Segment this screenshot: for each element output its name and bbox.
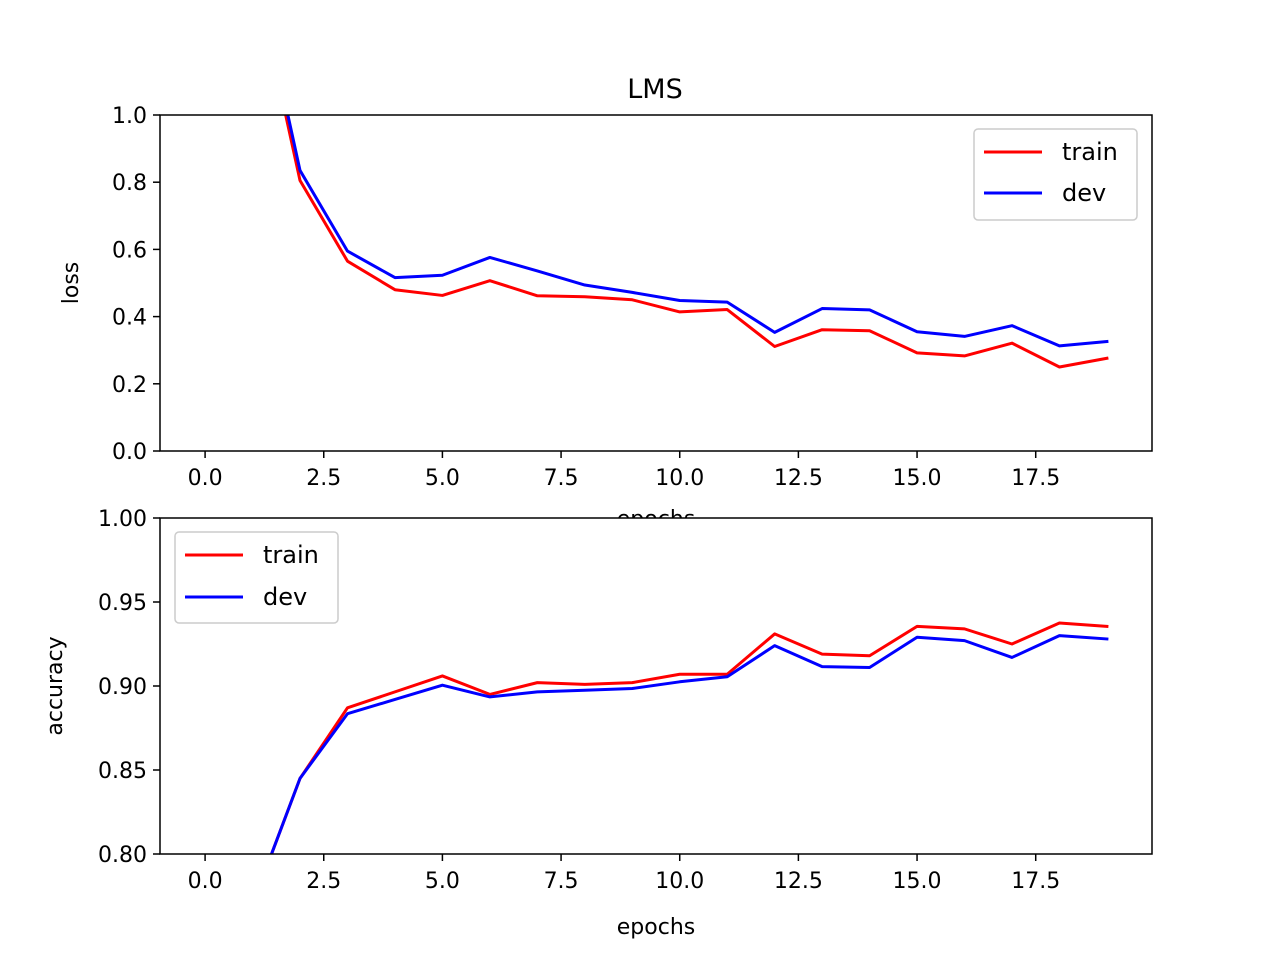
accuracy-x-tick-label: 17.5 <box>1011 869 1060 894</box>
loss-y-tick-label: 0.2 <box>112 373 147 398</box>
loss-series-line-train <box>284 115 1109 369</box>
accuracy-x-tick-label: 10.0 <box>655 869 704 894</box>
loss-x-tick-label: 2.5 <box>306 466 341 491</box>
loss-y-tick-label: 0.6 <box>112 238 147 263</box>
accuracy-x-tick-label: 0.0 <box>188 869 223 894</box>
accuracy-y-tick-label: 1.00 <box>98 507 147 532</box>
accuracy-y-tick-label: 0.85 <box>98 759 147 784</box>
loss-chart-title: LMS <box>627 74 682 105</box>
accuracy-series-line-train <box>269 621 1109 854</box>
accuracy-legend: train dev <box>174 531 339 624</box>
accuracy-x-axis: 0.0 2.5 5.0 7.5 10.0 12.5 15.0 17.5 <box>188 854 1060 894</box>
loss-y-axis: 0.0 0.2 0.4 0.6 0.8 1.0 <box>112 104 160 465</box>
accuracy-legend-dev-label: dev <box>263 583 307 611</box>
loss-x-axis: 0.0 2.5 5.0 7.5 10.0 12.5 15.0 17.5 <box>188 451 1060 491</box>
loss-legend: train dev <box>973 128 1138 221</box>
loss-x-tick-label: 15.0 <box>893 466 942 491</box>
loss-y-tick-label: 0.0 <box>112 440 147 465</box>
accuracy-y-tick-label: 0.80 <box>98 843 147 868</box>
loss-legend-train-label: train <box>1062 138 1118 166</box>
accuracy-x-tick-label: 12.5 <box>774 869 823 894</box>
loss-series-layer <box>284 115 1109 369</box>
loss-x-tick-label: 10.0 <box>655 466 704 491</box>
accuracy-series-layer <box>269 621 1109 854</box>
loss-plot-frame <box>159 114 1153 452</box>
accuracy-x-tick-label: 5.0 <box>425 869 460 894</box>
loss-x-tick-label: 5.0 <box>425 466 460 491</box>
accuracy-series-line-dev <box>269 634 1109 854</box>
loss-plot-clip <box>284 115 1109 369</box>
loss-y-tick-label: 1.0 <box>112 104 147 129</box>
loss-y-tick-label: 0.8 <box>112 171 147 196</box>
loss-y-axis-label: loss <box>59 262 84 305</box>
accuracy-legend-train-label: train <box>263 541 319 569</box>
accuracy-y-axis: 0.80 0.85 0.90 0.95 1.00 <box>98 507 160 868</box>
accuracy-x-axis-label: epochs <box>617 915 695 940</box>
loss-legend-dev-label: dev <box>1062 179 1106 207</box>
loss-x-tick-label: 7.5 <box>544 466 579 491</box>
loss-x-tick-label: 0.0 <box>188 466 223 491</box>
accuracy-x-tick-label: 2.5 <box>306 869 341 894</box>
loss-x-tick-label: 12.5 <box>774 466 823 491</box>
accuracy-x-tick-label: 7.5 <box>544 869 579 894</box>
accuracy-plot-clip <box>269 621 1109 854</box>
accuracy-x-tick-label: 15.0 <box>893 869 942 894</box>
accuracy-y-axis-label: accuracy <box>43 636 68 735</box>
loss-series-line-dev <box>286 115 1109 348</box>
loss-y-tick-label: 0.4 <box>112 306 147 331</box>
loss-x-tick-label: 17.5 <box>1011 466 1060 491</box>
accuracy-y-tick-label: 0.95 <box>98 591 147 616</box>
accuracy-y-tick-label: 0.90 <box>98 675 147 700</box>
